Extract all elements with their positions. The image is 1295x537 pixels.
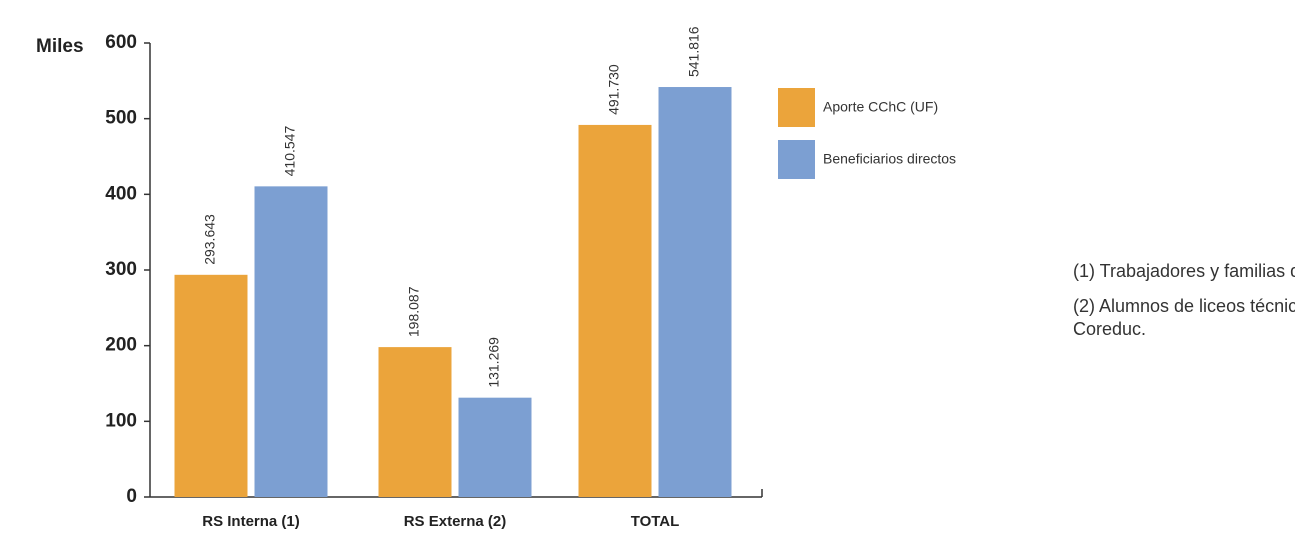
legend-swatch — [778, 88, 815, 127]
legend-label: Beneficiarios directos — [823, 151, 956, 167]
y-tick-label: 400 — [105, 183, 137, 204]
bar — [578, 124, 652, 497]
bar — [658, 87, 732, 498]
bar — [458, 397, 532, 497]
legend-label: Aporte CChC (UF) — [823, 99, 938, 115]
data-label: 410.547 — [282, 126, 298, 177]
data-label: 131.269 — [486, 337, 502, 388]
y-tick-label: 200 — [105, 335, 137, 356]
bar — [254, 186, 328, 497]
legend-swatch — [778, 140, 815, 179]
data-label: 541.816 — [686, 26, 702, 77]
note: Coreduc. — [1073, 319, 1146, 339]
note: (1) Trabajadores y familias de empresas … — [1073, 261, 1295, 281]
x-tick-label: TOTAL — [631, 513, 680, 530]
bar — [174, 274, 248, 497]
bar — [378, 347, 452, 497]
y-tick-label: 600 — [105, 32, 137, 53]
x-tick-label: RS Externa (2) — [404, 513, 507, 530]
y-tick-label: 0 — [126, 486, 137, 507]
y-tick-label: 500 — [105, 108, 137, 129]
x-tick-label: RS Interna (1) — [202, 513, 300, 530]
y-tick-label: 300 — [105, 259, 137, 280]
y-axis-label: Miles — [36, 36, 84, 57]
data-label: 198.087 — [406, 286, 422, 337]
note: (2) Alumnos de liceos técnicos profesion… — [1073, 296, 1295, 316]
data-label: 293.643 — [202, 214, 218, 265]
y-tick-label: 100 — [105, 410, 137, 431]
data-label: 491.730 — [606, 64, 622, 115]
